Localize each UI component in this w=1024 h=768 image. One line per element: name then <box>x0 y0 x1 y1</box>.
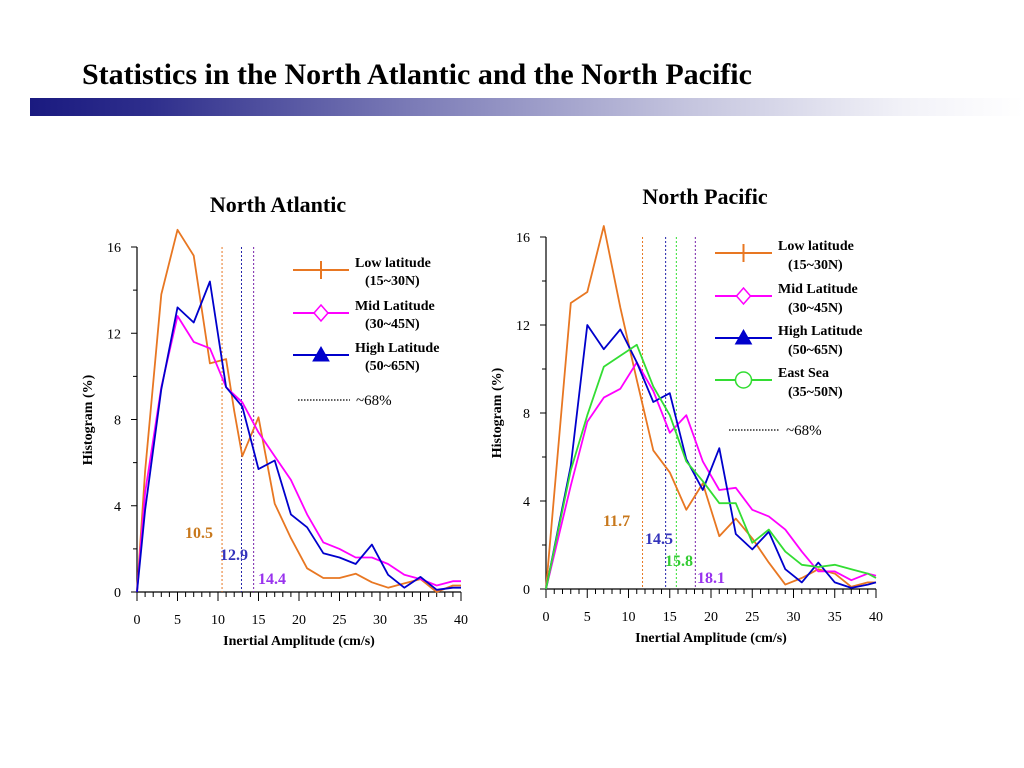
x-tick-label: 10 <box>622 610 636 625</box>
x-tick-label: 30 <box>787 610 801 625</box>
y-axis-label: Histogram (%) <box>81 374 96 465</box>
y-axis-label: Histogram (%) <box>490 367 505 458</box>
x-tick-label: 30 <box>373 613 387 628</box>
x-tick-label: 35 <box>414 613 428 628</box>
title-gradient-bar <box>30 98 1024 116</box>
legend-sublabel: (15~30N) <box>365 274 420 289</box>
legend-label: Low latitude <box>355 256 431 271</box>
legend: Low latitude (15~30N) Mid Latitude (30~45N)… <box>293 256 439 409</box>
x-axis-label: Inertial Amplitude (cm/s) <box>635 631 787 646</box>
legend-marker-plus <box>735 244 752 262</box>
y-tick-label: 16 <box>107 241 121 256</box>
legend-sublabel: (30~45N) <box>788 301 843 316</box>
legend-marker-diamond <box>313 303 329 323</box>
series-line <box>545 324 877 590</box>
x-tick-label: 25 <box>745 610 759 625</box>
y-tick-label: 16 <box>516 231 530 246</box>
legend-sublabel: (35~50N) <box>788 385 843 400</box>
threshold-label: 12.9 <box>220 547 248 564</box>
x-tick-label: 40 <box>454 613 468 628</box>
series-line <box>545 225 876 590</box>
legend-marker-plus <box>313 261 329 279</box>
threshold-label: 14.4 <box>258 571 286 588</box>
x-tick-label: 15 <box>252 613 266 628</box>
series-line <box>136 315 461 593</box>
y-tick-label: 8 <box>523 407 530 422</box>
threshold-legend-label: ~68% <box>356 393 392 409</box>
chart-1: North Pacific 0 4 8 12 16 0 5 10 15 20 25 30 35 40 Iner… <box>490 184 883 646</box>
y-tick-label: 12 <box>107 327 121 342</box>
y-tick-label: 4 <box>523 495 530 510</box>
threshold-label: 10.5 <box>185 525 213 542</box>
legend-sublabel: (50~65N) <box>365 359 420 374</box>
x-tick-label: 35 <box>828 610 842 625</box>
legend-sublabel: (15~30N) <box>788 258 843 273</box>
chart-title: North Pacific <box>642 184 767 209</box>
threshold-label: 11.7 <box>603 513 630 530</box>
legend-sublabel: (50~65N) <box>788 343 843 358</box>
threshold-label: 18.1 <box>697 570 725 587</box>
series-line <box>545 343 877 590</box>
x-tick-label: 15 <box>663 610 677 625</box>
x-tick-label: 5 <box>584 610 591 625</box>
chart-0: North Atlantic 0 4 8 12 16 0 5 10 15 20 25 30 35 40 Ine… <box>81 192 468 649</box>
series-line <box>545 361 877 590</box>
x-tick-label: 20 <box>704 610 718 625</box>
chart-title: North Atlantic <box>210 192 347 217</box>
slide-title: Statistics in the North Atlantic and the… <box>82 58 752 91</box>
legend-label: High Latitude <box>778 324 862 339</box>
x-tick-label: 5 <box>174 613 181 628</box>
y-tick-label: 0 <box>523 583 530 598</box>
y-tick-label: 4 <box>114 500 121 515</box>
legend: Low latitude (15~30N) Mid Latitude (30~45N)… <box>715 239 862 439</box>
legend-marker-circle <box>734 371 753 389</box>
threshold-legend-label: ~68% <box>786 423 822 439</box>
x-tick-label: 0 <box>134 613 141 628</box>
threshold-label: 14.5 <box>645 531 673 548</box>
legend-label: High Latitude <box>355 341 439 356</box>
threshold-label: 15.8 <box>665 553 693 570</box>
series-line <box>136 280 461 593</box>
x-tick-label: 20 <box>292 613 306 628</box>
series-line <box>136 228 461 593</box>
x-tick-label: 40 <box>869 610 883 625</box>
x-tick-label: 25 <box>333 613 347 628</box>
y-tick-label: 8 <box>114 414 121 429</box>
y-tick-label: 12 <box>516 319 530 334</box>
legend-marker-triangle <box>312 345 330 362</box>
legend-label: Mid Latitude <box>778 282 858 297</box>
x-axis-label: Inertial Amplitude (cm/s) <box>223 634 375 649</box>
x-tick-label: 0 <box>543 610 550 625</box>
legend-label: Mid Latitude <box>355 299 435 314</box>
legend-label: Low latitude <box>778 239 854 254</box>
legend-marker-diamond <box>735 286 752 306</box>
legend-label: East Sea <box>778 366 829 381</box>
y-tick-label: 0 <box>114 586 121 601</box>
legend-marker-triangle <box>734 328 753 345</box>
x-tick-label: 10 <box>211 613 225 628</box>
legend-sublabel: (30~45N) <box>365 317 420 332</box>
